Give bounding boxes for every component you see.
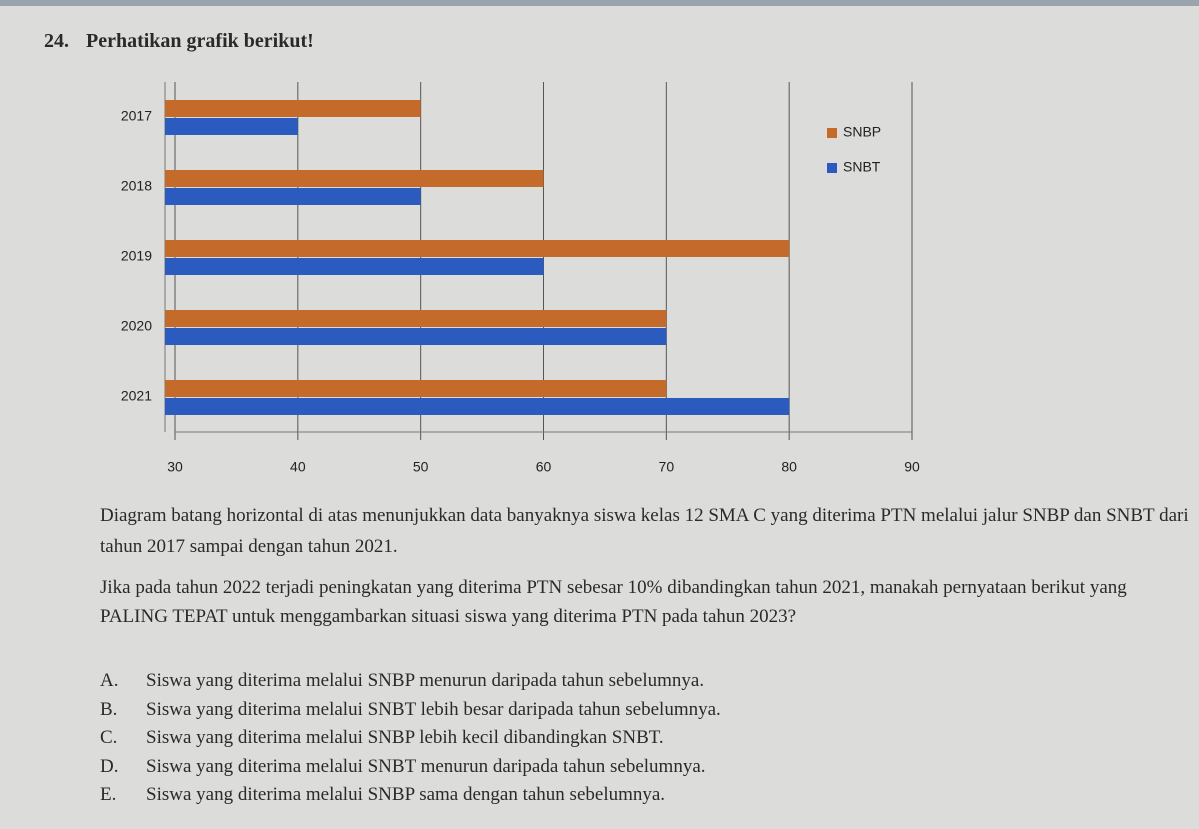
bar (165, 118, 298, 135)
bar (165, 258, 544, 275)
legend-swatch (827, 128, 837, 138)
option-text: Siswa yang diterima melalui SNBP lebih k… (146, 727, 664, 748)
x-tick-label: 60 (536, 459, 552, 475)
legend-label: SNBT (843, 159, 881, 175)
option-letter: C. (100, 727, 118, 748)
legend-swatch (827, 163, 837, 173)
legend-label: SNBP (843, 124, 881, 140)
chart: 30 40 50 60 70 80 90 2017 2018 2019 2020 2021 SNBP SN… (121, 82, 920, 475)
bar (165, 170, 544, 187)
bar (165, 188, 421, 205)
bar (165, 380, 667, 397)
option-text: Siswa yang diterima melalui SNBP sama de… (146, 784, 666, 805)
option-text: Siswa yang diterima melalui SNBP menurun… (146, 670, 705, 691)
option[interactable]: C. Siswa yang diterima melalui SNBP lebih… (100, 727, 664, 749)
y-tick-label: 2017 (121, 108, 152, 124)
option-letter: B. (100, 698, 118, 720)
x-tick-label: 80 (781, 459, 797, 475)
y-tick-label: 2018 (121, 178, 152, 194)
x-tick-label: 90 (904, 459, 920, 475)
option[interactable]: B. Siswa yang diterima melalui SNBT lebih… (100, 699, 721, 721)
bar (165, 398, 790, 415)
option-text: Siswa yang diterima melalui SNBT lebih b… (146, 698, 721, 720)
option-letter: E. (100, 784, 117, 805)
bar (165, 240, 790, 257)
x-tick-label: 40 (290, 459, 306, 475)
paragraph: Diagram batang horizontal di atas menunj… (100, 505, 1189, 557)
option-letter: D. (100, 755, 119, 777)
option[interactable]: D. Siswa yang diterima melalui SNBT menur… (100, 756, 706, 778)
x-tick-label: 50 (413, 459, 429, 475)
bar (165, 310, 667, 327)
y-tick-label: 2020 (121, 318, 152, 334)
x-tick-label: 70 (659, 459, 675, 475)
question-number: 24. (44, 30, 69, 52)
top-border (0, 0, 1199, 6)
x-tick-label: 30 (167, 459, 183, 475)
y-tick-label: 2019 (121, 248, 152, 264)
paragraph: Jika pada tahun 2022 terjadi peningkatan… (100, 577, 1127, 627)
question-instruction: Perhatikan grafik berikut! (86, 30, 314, 52)
option-letter: A. (100, 670, 119, 691)
y-tick-label: 2021 (121, 388, 152, 404)
bar (165, 100, 421, 117)
option[interactable]: A. Siswa yang diterima melalui SNBP menur… (100, 670, 704, 692)
option-text: Siswa yang diterima melalui SNBT menurun… (146, 755, 706, 777)
bar (165, 328, 667, 345)
option[interactable]: E. Siswa yang diterima melalui SNBP sama … (100, 784, 665, 806)
